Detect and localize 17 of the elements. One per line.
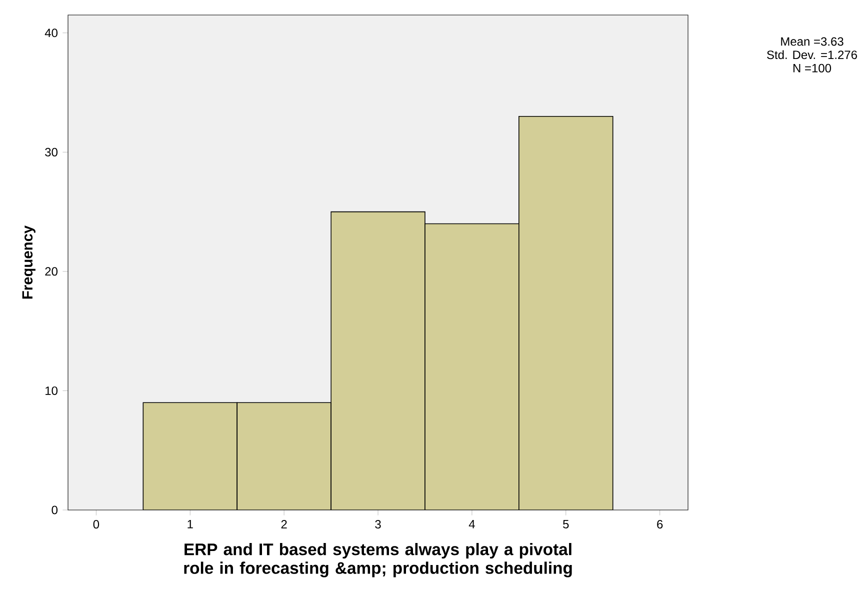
x-tick-label: 6 — [657, 520, 663, 529]
text: Mean =3.63 — [781, 37, 844, 46]
y-tick-label: 40 — [44, 28, 58, 38]
x-tick-label: 3 — [375, 520, 381, 529]
y-tick-label: 0 — [52, 506, 58, 514]
text: N =100 — [793, 64, 832, 72]
x-axis-title: ERP and IT based systems always play a pivotal role in forecasting &amp; production scheduling — [184, 543, 572, 578]
y-tick-label: 10 — [46, 386, 58, 395]
x-tick-label: 5 — [563, 520, 569, 528]
x-tick-label: 4 — [468, 520, 475, 528]
text: Std. Dev. =1.276 — [767, 50, 857, 60]
y-axis-title: Frequency — [22, 225, 36, 299]
x-tick-label: 2 — [281, 520, 287, 528]
x-tick-label: 1 — [188, 520, 193, 528]
y-tick-label: 20 — [45, 267, 58, 276]
x-tick-label: 0 — [93, 520, 100, 529]
y-tick-label: 30 — [45, 148, 58, 156]
